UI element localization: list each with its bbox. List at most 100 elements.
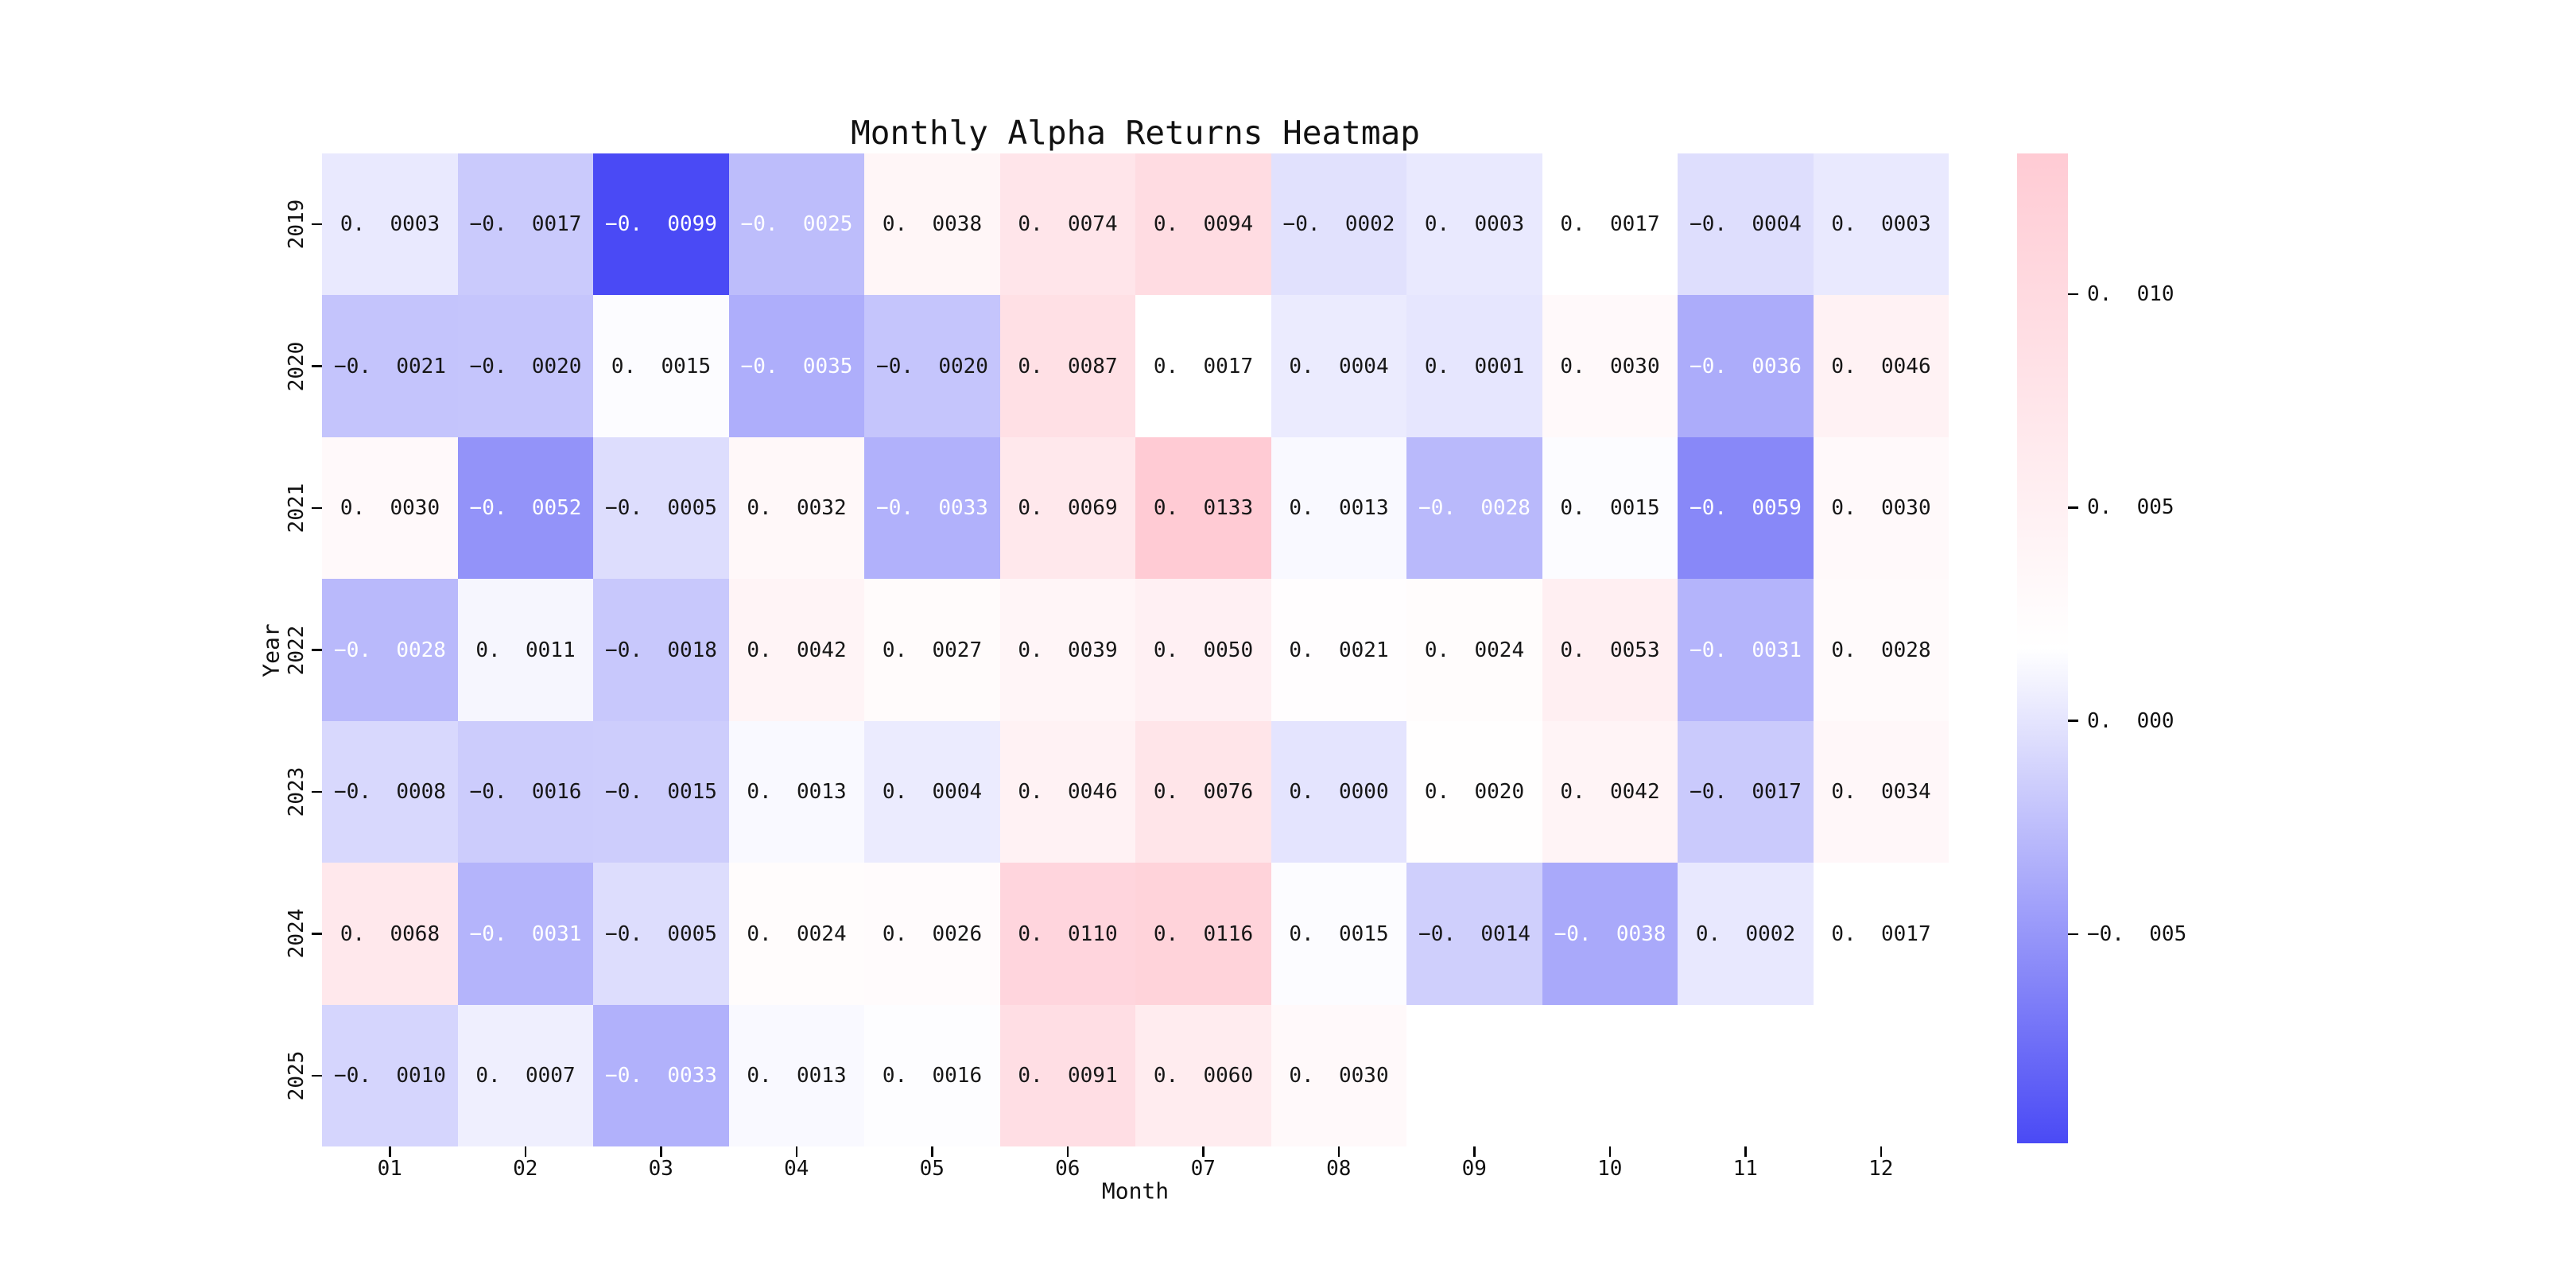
cell-value: 0. 0030 bbox=[1831, 496, 1931, 520]
heatmap-cell: 0. 0046 bbox=[1000, 721, 1135, 863]
heatmap-cell: 0. 0076 bbox=[1135, 721, 1271, 863]
colorbar-tick-mark bbox=[2068, 506, 2078, 509]
cell-value: 0. 0028 bbox=[1831, 638, 1931, 662]
heatmap-cell: 0. 0015 bbox=[593, 295, 729, 437]
cell-value: 0. 0032 bbox=[747, 496, 847, 520]
heatmap-cell: 0. 0017 bbox=[1814, 863, 1949, 1005]
x-tick-mark bbox=[1608, 1146, 1611, 1157]
y-tick-mark bbox=[312, 790, 322, 793]
cell-value: 0. 0015 bbox=[1289, 921, 1389, 946]
heatmap-cell: 0. 0015 bbox=[1271, 863, 1406, 1005]
cell-value: 0. 0076 bbox=[1153, 780, 1254, 804]
heatmap-cell: 0. 0094 bbox=[1135, 153, 1271, 295]
heatmap-cell: 0. 0007 bbox=[458, 1005, 593, 1146]
cell-value: −0. 0028 bbox=[1418, 496, 1530, 520]
x-tick-label: 02 bbox=[513, 1157, 538, 1181]
heatmap-cell: 0. 0110 bbox=[1000, 863, 1135, 1005]
heatmap-cell: 0. 0039 bbox=[1000, 579, 1135, 721]
cell-value: 0. 0026 bbox=[882, 921, 983, 946]
heatmap-cell: 0. 0032 bbox=[729, 437, 864, 579]
y-tick-label: 2024 bbox=[285, 909, 308, 959]
cell-value: 0. 0000 bbox=[1289, 780, 1389, 804]
heatmap-cell: 0. 0042 bbox=[1542, 721, 1678, 863]
cell-value: −0. 0005 bbox=[605, 921, 717, 946]
cell-value: 0. 0003 bbox=[1424, 212, 1525, 236]
cell-value: 0. 0116 bbox=[1153, 921, 1254, 946]
cell-value: −0. 0017 bbox=[469, 212, 582, 236]
cell-value: 0. 0024 bbox=[747, 921, 847, 946]
y-tick-label: 2021 bbox=[285, 483, 308, 533]
cell-value: 0. 0017 bbox=[1831, 921, 1931, 946]
heatmap-cell: −0. 0099 bbox=[593, 153, 729, 295]
x-tick-label: 03 bbox=[648, 1157, 673, 1181]
cell-value: 0. 0068 bbox=[339, 921, 440, 946]
y-tick-mark bbox=[312, 223, 322, 226]
heatmap-cell: 0. 0028 bbox=[1814, 579, 1949, 721]
heatmap-cell: −0. 0052 bbox=[458, 437, 593, 579]
x-tick-mark bbox=[931, 1146, 933, 1157]
heatmap-cell: −0. 0025 bbox=[729, 153, 864, 295]
y-tick-label: 2022 bbox=[285, 625, 308, 675]
cell-value: 0. 0133 bbox=[1153, 496, 1254, 520]
heatmap-cell: 0. 0017 bbox=[1135, 295, 1271, 437]
heatmap-cell: −0. 0033 bbox=[593, 1005, 729, 1146]
cell-value: 0. 0024 bbox=[1424, 638, 1525, 662]
cell-value: 0. 0038 bbox=[882, 212, 983, 236]
heatmap-cell: −0. 0005 bbox=[593, 437, 729, 579]
cell-value: −0. 0031 bbox=[1690, 638, 1802, 662]
heatmap-cell: 0. 0034 bbox=[1814, 721, 1949, 863]
cell-value: 0. 0004 bbox=[882, 780, 983, 804]
cell-value: 0. 0091 bbox=[1018, 1064, 1118, 1088]
heatmap-cell: 0. 0020 bbox=[1406, 721, 1542, 863]
x-tick-mark bbox=[660, 1146, 662, 1157]
cell-value: 0. 0011 bbox=[475, 638, 576, 662]
heatmap-cell: 0. 0046 bbox=[1814, 295, 1949, 437]
heatmap-cell: 0. 0030 bbox=[1542, 295, 1678, 437]
y-tick-mark bbox=[312, 365, 322, 367]
cell-value: −0. 0004 bbox=[1690, 212, 1802, 236]
heatmap-cell: −0. 0020 bbox=[864, 295, 1000, 437]
cell-value: 0. 0003 bbox=[1831, 212, 1931, 236]
heatmap-cell: 0. 0024 bbox=[1406, 579, 1542, 721]
heatmap-cell: −0. 0020 bbox=[458, 295, 593, 437]
x-tick-label: 08 bbox=[1326, 1157, 1352, 1181]
x-tick-mark bbox=[1066, 1146, 1069, 1157]
cell-value: 0. 0015 bbox=[611, 354, 712, 378]
heatmap-cell: 0. 0091 bbox=[1000, 1005, 1135, 1146]
cell-value: −0. 0017 bbox=[1690, 780, 1802, 804]
x-tick-label: 01 bbox=[377, 1157, 402, 1181]
heatmap-cell: −0. 0028 bbox=[322, 579, 458, 721]
cell-value: 0. 0003 bbox=[339, 212, 440, 236]
heatmap-cell: −0. 0036 bbox=[1678, 295, 1814, 437]
cell-value: 0. 0020 bbox=[1424, 780, 1525, 804]
cell-value: 0. 0027 bbox=[882, 638, 983, 662]
y-axis-title: Year bbox=[258, 623, 285, 677]
x-tick-label: 10 bbox=[1597, 1157, 1623, 1181]
heatmap-cell: 0. 0060 bbox=[1135, 1005, 1271, 1146]
heatmap-cell: 0. 0038 bbox=[864, 153, 1000, 295]
heatmap-cell: 0. 0053 bbox=[1542, 579, 1678, 721]
cell-value: −0. 0099 bbox=[605, 212, 717, 236]
cell-value: 0. 0110 bbox=[1018, 921, 1118, 946]
heatmap-cell: 0. 0004 bbox=[864, 721, 1000, 863]
heatmap-cell: −0. 0028 bbox=[1406, 437, 1542, 579]
cell-value: 0. 0042 bbox=[747, 638, 847, 662]
heatmap-cell: 0. 0133 bbox=[1135, 437, 1271, 579]
x-tick-mark bbox=[1744, 1146, 1747, 1157]
heatmap-cell: 0. 0087 bbox=[1000, 295, 1135, 437]
heatmap-cell: 0. 0001 bbox=[1406, 295, 1542, 437]
y-tick-mark bbox=[312, 933, 322, 935]
cell-value: −0. 0010 bbox=[334, 1064, 446, 1088]
cell-value: 0. 0013 bbox=[747, 780, 847, 804]
heatmap-cell: 0. 0003 bbox=[1814, 153, 1949, 295]
heatmap-cell: 0. 0042 bbox=[729, 579, 864, 721]
colorbar-tick-mark bbox=[2068, 293, 2078, 296]
cell-value: −0. 0033 bbox=[605, 1064, 717, 1088]
x-tick-label: 07 bbox=[1190, 1157, 1216, 1181]
y-tick-mark bbox=[312, 506, 322, 510]
y-tick-mark bbox=[312, 1074, 322, 1077]
cell-value: 0. 0034 bbox=[1831, 780, 1931, 804]
heatmap-cell: −0. 0035 bbox=[729, 295, 864, 437]
heatmap-cell: −0. 0017 bbox=[458, 153, 593, 295]
cell-value: 0. 0001 bbox=[1424, 354, 1525, 378]
